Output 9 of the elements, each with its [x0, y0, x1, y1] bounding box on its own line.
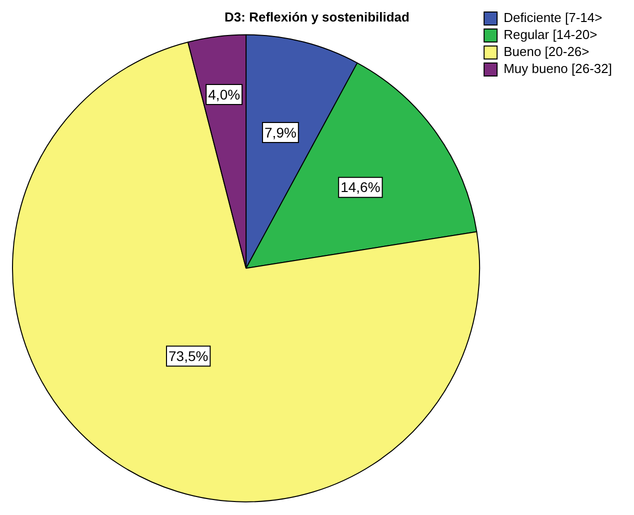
- data-label: 73,5%: [168, 348, 208, 364]
- legend-label: Deficiente [7-14>: [504, 10, 602, 26]
- chart-title: D3: Reflexión y sostenibilidad: [224, 9, 410, 24]
- data-label: 14,6%: [340, 179, 380, 196]
- data-label: 7,9%: [264, 124, 296, 140]
- data-label: 4,0%: [208, 86, 240, 102]
- legend-label: Muy bueno [26-32]: [504, 61, 612, 76]
- legend-label: Bueno [20-26>: [504, 44, 590, 60]
- legend-label: Regular [14-20>: [504, 27, 598, 42]
